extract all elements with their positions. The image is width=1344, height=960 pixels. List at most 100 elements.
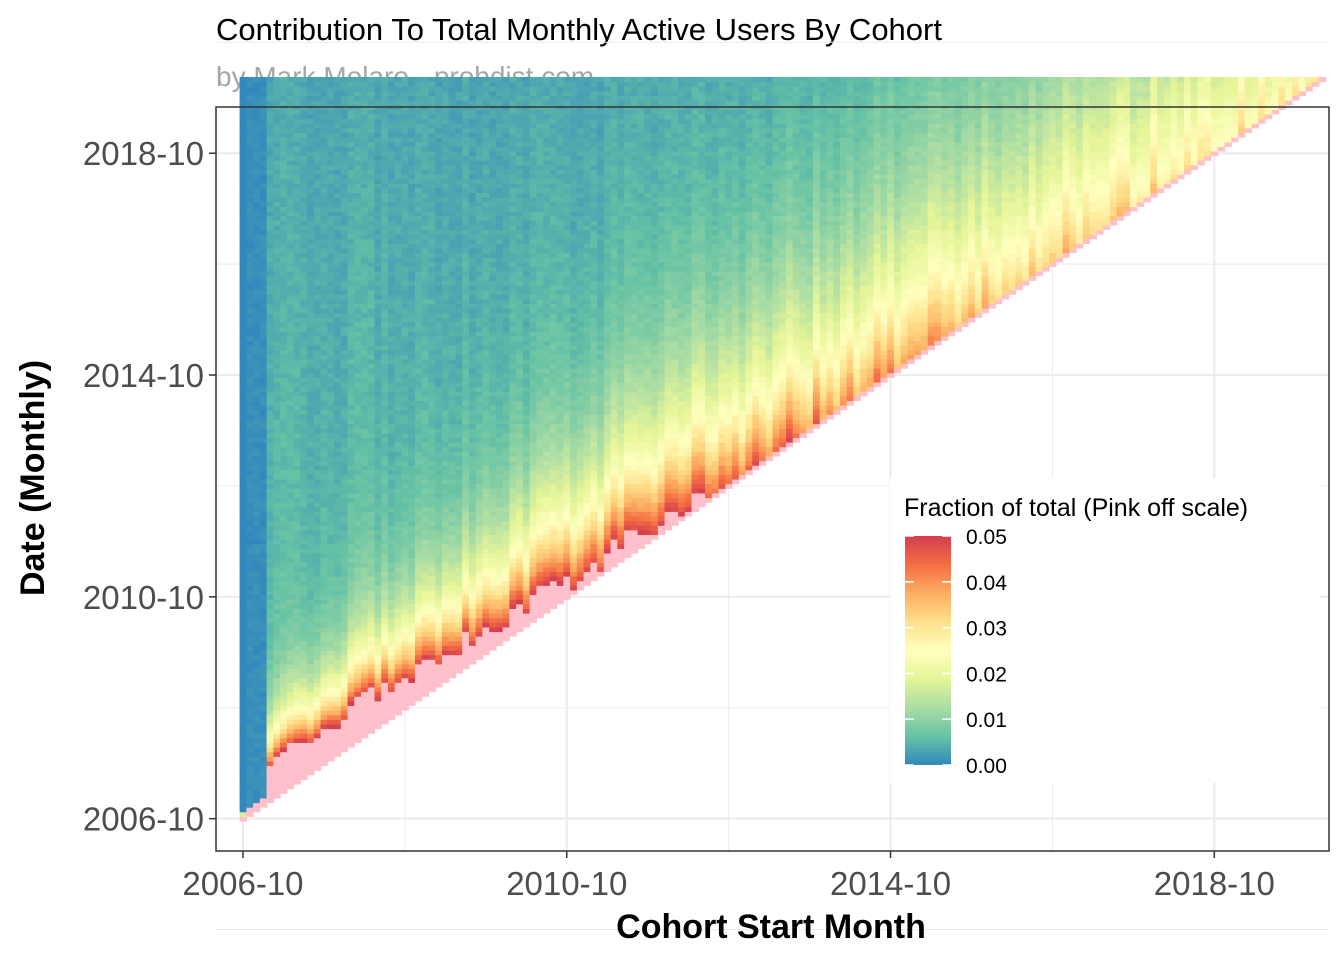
- heatmap-cell: [428, 451, 436, 457]
- heatmap-cell: [320, 423, 328, 429]
- heatmap-cell: [361, 446, 369, 452]
- heatmap-cell: [361, 363, 369, 369]
- heatmap-cell: [414, 677, 423, 683]
- heatmap-cell: [334, 502, 342, 508]
- heatmap-cell: [347, 649, 355, 656]
- heatmap-cell: [327, 442, 335, 448]
- heatmap-cell: [408, 405, 416, 411]
- chart-title: Contribution To Total Monthly Active Use…: [216, 12, 942, 47]
- heatmap-cell: [367, 76, 376, 83]
- heatmap-cell: [374, 187, 382, 194]
- heatmap-cell: [374, 243, 382, 249]
- heatmap-cell: [381, 358, 389, 365]
- heatmap-cell: [455, 340, 463, 346]
- heatmap-cell: [347, 552, 355, 559]
- heatmap-cell: [468, 474, 477, 480]
- heatmap-cell: [327, 756, 335, 762]
- heatmap-cell: [408, 691, 416, 697]
- heatmap-cell: [428, 589, 436, 596]
- heatmap-cell: [239, 783, 247, 790]
- heatmap-cell: [327, 497, 335, 503]
- heatmap-cell: [401, 312, 409, 318]
- heatmap-cell: [293, 774, 301, 780]
- heatmap-cell: [462, 576, 470, 582]
- heatmap-cell: [307, 358, 315, 365]
- heatmap-cell: [334, 284, 342, 291]
- heatmap-cell: [246, 451, 254, 457]
- heatmap-cell: [367, 488, 376, 494]
- heatmap-cell: [367, 303, 376, 309]
- heatmap-cell: [327, 525, 335, 531]
- heatmap-cell: [388, 428, 396, 434]
- heatmap-cell: [280, 779, 288, 785]
- heatmap-cell: [462, 298, 470, 304]
- heatmap-cell: [388, 645, 396, 651]
- heatmap-cell: [428, 580, 436, 586]
- heatmap-cell: [300, 192, 308, 198]
- heatmap-cell: [334, 562, 342, 568]
- heatmap-cell: [246, 654, 254, 660]
- heatmap-cell: [259, 308, 268, 314]
- heatmap-cell: [394, 603, 403, 609]
- heatmap-cell: [286, 317, 295, 323]
- heatmap-cell: [394, 502, 403, 508]
- heatmap-cell: [280, 474, 288, 480]
- heatmap-cell: [421, 261, 430, 268]
- heatmap-cell: [441, 160, 450, 166]
- heatmap-cell: [367, 400, 376, 406]
- heatmap-cell: [273, 206, 281, 212]
- heatmap-cell: [408, 465, 416, 471]
- heatmap-cell: [421, 515, 430, 522]
- heatmap-cell: [414, 261, 423, 268]
- heatmap-cell: [334, 631, 342, 637]
- heatmap-cell: [394, 520, 403, 526]
- heatmap-cell: [280, 123, 288, 129]
- heatmap-cell: [367, 358, 376, 365]
- heatmap-cell: [347, 668, 355, 674]
- heatmap-cell: [462, 201, 470, 207]
- heatmap-cell: [448, 261, 457, 268]
- heatmap-cell: [273, 289, 281, 295]
- heatmap-cell: [293, 312, 301, 318]
- heatmap-cell: [280, 349, 288, 355]
- heatmap-cell: [414, 557, 423, 563]
- heatmap-cell: [374, 497, 382, 503]
- heatmap-cell: [307, 391, 315, 397]
- heatmap-cell: [354, 594, 362, 600]
- heatmap-cell: [313, 622, 322, 628]
- heatmap-cell: [300, 765, 308, 771]
- heatmap-cell: [273, 187, 281, 194]
- heatmap-cell: [259, 146, 268, 152]
- heatmap-cell: [320, 585, 328, 591]
- heatmap-cell: [414, 534, 423, 540]
- heatmap-cell: [441, 201, 450, 207]
- heatmap-cell: [340, 206, 349, 212]
- heatmap-cell: [286, 210, 295, 217]
- heatmap-cell: [394, 613, 403, 619]
- heatmap-cell: [253, 626, 261, 633]
- heatmap-cell: [414, 636, 423, 642]
- heatmap-cell: [246, 81, 254, 87]
- heatmap-cell: [367, 451, 376, 457]
- heatmap-cell: [273, 432, 281, 439]
- heatmap-cell: [428, 164, 436, 170]
- heatmap-cell: [300, 594, 308, 600]
- heatmap-cell: [388, 511, 396, 517]
- heatmap-cell: [421, 308, 430, 314]
- heatmap-cell: [401, 432, 409, 439]
- heatmap-cell: [266, 673, 274, 679]
- heatmap-cell: [367, 127, 376, 134]
- heatmap-cell: [334, 529, 342, 536]
- heatmap-cell: [259, 409, 268, 415]
- heatmap-cell: [320, 483, 328, 489]
- heatmap-cell: [455, 474, 463, 480]
- heatmap-cell: [394, 700, 403, 707]
- heatmap-cell: [293, 465, 301, 471]
- heatmap-cell: [239, 631, 247, 637]
- heatmap-cell: [367, 414, 376, 420]
- heatmap-cell: [320, 164, 328, 170]
- heatmap-cell: [367, 659, 376, 665]
- heatmap-cell: [259, 326, 268, 332]
- heatmap-cell: [253, 756, 261, 762]
- heatmap-cell: [468, 451, 477, 457]
